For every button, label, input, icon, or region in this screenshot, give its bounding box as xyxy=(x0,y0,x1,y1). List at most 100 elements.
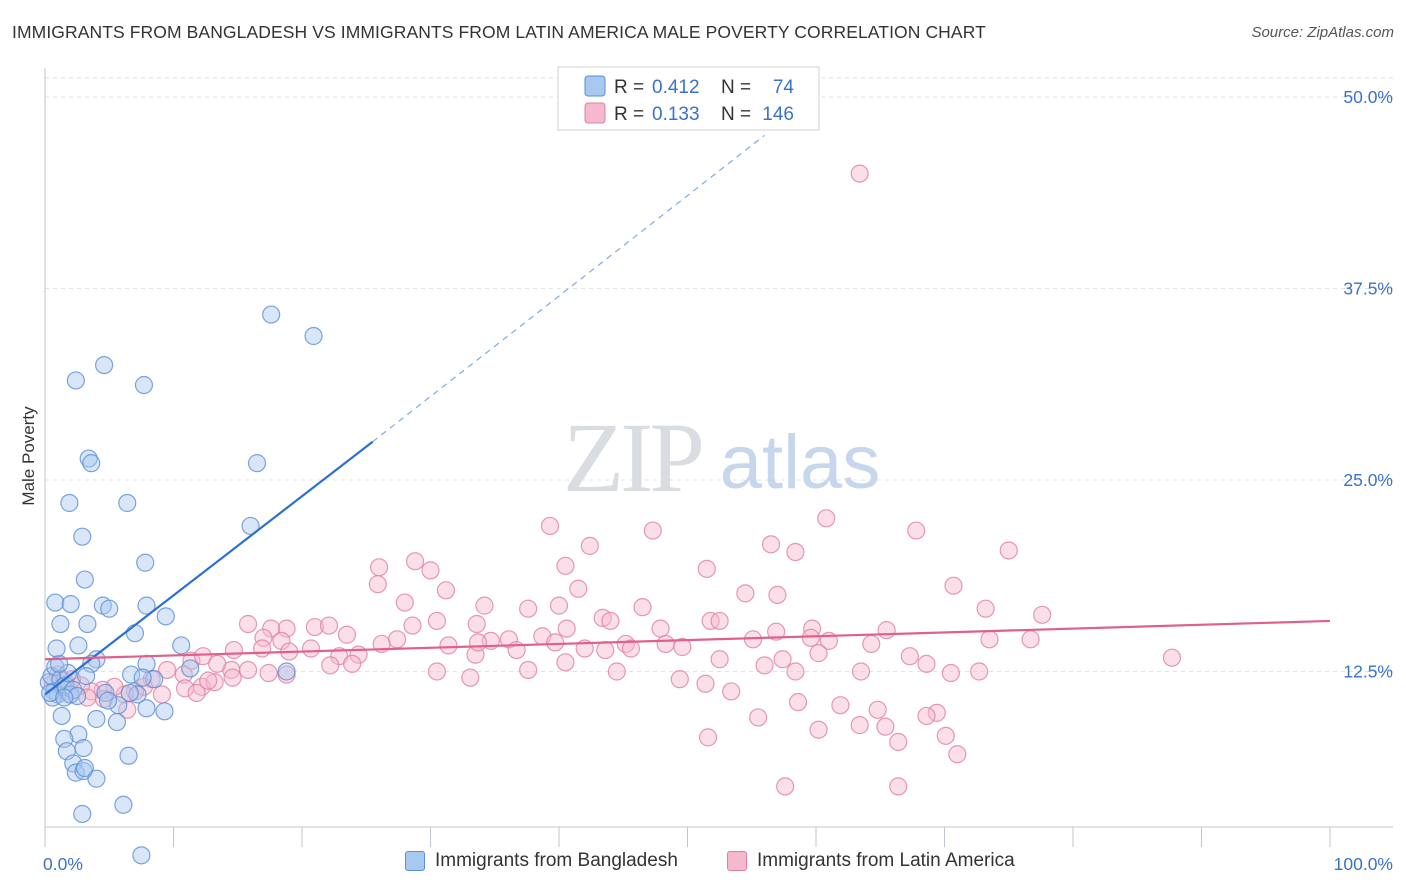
watermark-zip: ZIP xyxy=(563,402,701,513)
legend-n-value-2: 146 xyxy=(762,104,794,125)
latin-america-point xyxy=(980,630,999,649)
bangladesh-point xyxy=(107,712,127,732)
bangladesh-point xyxy=(66,371,85,390)
latin-america-point xyxy=(673,637,692,657)
latin-america-point xyxy=(917,706,936,726)
latin-america-point xyxy=(850,716,869,735)
legend-n-label-2: N = xyxy=(721,104,751,125)
latin-america-point xyxy=(786,662,805,681)
bangladesh-point xyxy=(61,594,80,614)
legend-swatch-pink xyxy=(584,102,606,124)
legend-item-latin-america[interactable]: Immigrants from Latin America xyxy=(727,850,1015,872)
zipatlas-watermark: ZIP atlas xyxy=(563,402,880,513)
latin-america-point xyxy=(643,521,662,540)
bangladesh-point xyxy=(55,688,74,707)
latin-america-point xyxy=(862,634,881,654)
latin-america-point xyxy=(193,647,213,666)
y-axis-label: Male Poverty xyxy=(19,406,38,506)
latin-america-point xyxy=(199,671,218,690)
latin-america-point xyxy=(944,576,963,595)
latin-america-point xyxy=(696,674,715,693)
latin-america-point xyxy=(208,654,227,673)
bangladesh-point xyxy=(128,685,147,704)
bangladesh-point xyxy=(66,763,85,782)
latin-america-point xyxy=(670,670,689,689)
latin-america-point xyxy=(557,619,576,638)
latin-america-point xyxy=(253,639,272,658)
latin-america-point xyxy=(549,596,569,615)
bangladesh-point xyxy=(46,593,65,612)
bangladesh-point xyxy=(132,846,151,865)
bangladesh-point xyxy=(121,665,141,684)
tick-labels: 12.5% 25.0% 37.5% 50.0% 0.0% 100.0% xyxy=(43,87,1393,874)
latin-america-point xyxy=(262,619,281,638)
latin-america-point xyxy=(999,541,1018,560)
y-tick-label: 50.0% xyxy=(1343,87,1393,107)
latin-america-point xyxy=(556,556,575,575)
latin-america-point xyxy=(697,559,716,578)
latin-america-point xyxy=(868,700,887,719)
latin-america-point xyxy=(851,662,871,681)
latin-america-point xyxy=(224,640,243,660)
latin-america-point xyxy=(427,662,447,681)
latin-america-point xyxy=(621,639,641,658)
bangladesh-point xyxy=(137,699,156,718)
legend-swatch-bangladesh xyxy=(405,851,425,871)
legend-r-label-1: R = xyxy=(614,77,644,98)
bangladesh-point xyxy=(181,659,200,678)
bangladesh-point xyxy=(125,624,145,643)
latin-america-point xyxy=(601,611,620,631)
y-tick-label: 12.5% xyxy=(1343,662,1393,682)
latin-america-point xyxy=(801,628,820,647)
latin-america-point xyxy=(436,581,456,600)
chart-title: IMMIGRANTS FROM BANGLADESH VS IMMIGRANTS… xyxy=(12,22,986,42)
legend-n-value-1: 74 xyxy=(773,77,795,98)
bangladesh-point xyxy=(133,668,152,687)
latin-america-point xyxy=(710,650,729,669)
latin-america-point xyxy=(876,717,895,736)
latin-america-point xyxy=(776,777,795,796)
bangladesh-point xyxy=(98,691,118,710)
latin-america-trendline xyxy=(44,619,1331,661)
legend-item-bangladesh[interactable]: Immigrants from Bangladesh xyxy=(405,850,678,872)
latin-america-point xyxy=(152,685,172,704)
bangladesh-point xyxy=(137,596,156,615)
latin-america-point xyxy=(343,654,362,673)
watermark-atlas: atlas xyxy=(720,420,881,505)
bangladesh-point xyxy=(156,607,175,626)
bangladesh-point xyxy=(73,527,92,546)
latin-america-point xyxy=(710,611,729,631)
bangladesh-point xyxy=(69,636,88,655)
legend-label-bangladesh: Immigrants from Bangladesh xyxy=(435,850,678,871)
latin-america-point xyxy=(907,521,926,540)
latin-america-point xyxy=(970,662,989,681)
bangladesh-point xyxy=(262,305,281,324)
latin-america-point xyxy=(368,575,387,594)
latin-america-point xyxy=(403,616,422,635)
latin-america-point xyxy=(467,614,486,634)
legend-n-label-1: N = xyxy=(721,77,751,98)
bangladesh-point xyxy=(73,804,92,824)
latin-america-point xyxy=(651,619,670,638)
latin-america-point xyxy=(421,561,440,580)
legend-r-value-1: 0.412 xyxy=(652,77,700,98)
bangladesh-point xyxy=(100,599,119,618)
latin-america-point xyxy=(175,679,195,698)
correlation-legend: R = 0.412 N = 74 R = 0.133 N = 146 xyxy=(557,66,820,131)
y-tick-label: 25.0% xyxy=(1343,470,1393,490)
latin-america-point xyxy=(656,634,675,654)
latin-america-point xyxy=(305,617,324,637)
bangladesh-point xyxy=(60,493,79,513)
latin-america-point xyxy=(722,682,741,701)
latin-america-point xyxy=(831,696,850,715)
latin-america-point xyxy=(698,728,718,747)
bangladesh-point xyxy=(134,375,154,395)
latin-america-point xyxy=(927,703,946,722)
latin-america-point xyxy=(205,673,224,692)
latin-america-point xyxy=(767,622,786,641)
bangladesh-point xyxy=(77,666,96,686)
latin-america-point xyxy=(900,647,919,666)
bangladesh-point xyxy=(47,639,66,658)
bangladesh-trendline-extension xyxy=(372,134,765,443)
latin-america-point xyxy=(157,660,177,680)
